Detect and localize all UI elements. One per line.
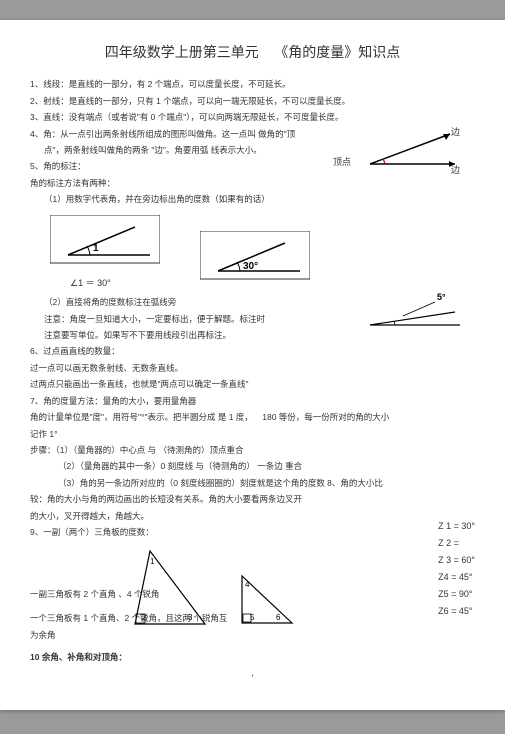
line-10: 10 余角、补角和对顶角： xyxy=(30,650,475,664)
line-6: 6、过点画直线的数量： xyxy=(30,344,475,358)
line-5c: （1）用数字代表角，并在旁边标出角的度数（如果有的话） xyxy=(44,192,475,206)
page-title: 四年级数学上册第三单元 《角的度量》知识点 xyxy=(30,40,475,65)
angle-svg xyxy=(355,124,465,179)
svg-text:1: 1 xyxy=(150,557,155,566)
line-7d: 记作 1° xyxy=(30,427,475,441)
angle-box-1: 1 ∠1 ＝ 30° xyxy=(50,215,160,291)
line-3: 3、直线：没有端点（或者说"有 0 个端点"），可以向两端无限延长，不可度量长度… xyxy=(30,110,475,124)
triangle-2: 4 5 6 xyxy=(230,571,300,631)
steps-3: （3）角的另一条边所对应的（0 刻度线圈圈的）刻度就是这个角的度数 8、角的大小… xyxy=(58,476,475,490)
document-page: 四年级数学上册第三单元 《角的度量》知识点 1、线段：是直线的一部分，有 2 个… xyxy=(0,20,505,710)
side-label-2: 边 xyxy=(451,162,460,178)
small-angle-figure: 5° xyxy=(365,290,465,335)
page-mark: ' xyxy=(30,670,475,686)
vertex-angle-figure: 边 边 顶点 xyxy=(355,124,465,184)
line-9: 9、一副（两个）三角板的度数： xyxy=(30,525,475,539)
line-2: 2、射线：是直线的一部分，只有 1 个端点，可以向一端无限延长，不可以度量长度。 xyxy=(30,94,475,108)
title-sub: 《角的度量》知识点 xyxy=(274,44,400,60)
side-label-1: 边 xyxy=(451,124,460,140)
title-main: 四年级数学上册第三单元 xyxy=(105,44,259,60)
z5: Z5 = 90° xyxy=(438,586,475,603)
steps-1: 步骤：（1）（量角器的）中心点 与 （待测角的）顶点重合 xyxy=(30,443,475,457)
steps-2: （2）（量角器的其中一条）0 刻度线 与（待测角的） 一条边 重合 xyxy=(58,459,475,473)
steps-5: 的大小，叉开得越大，角越大。 xyxy=(30,509,475,523)
z2: Z 2 = xyxy=(438,535,475,552)
svg-text:1: 1 xyxy=(93,243,99,254)
angle-figures-row: 1 ∠1 ＝ 30° 30° xyxy=(50,215,475,291)
angle-values-list: Z 1 = 30° Z 2 = Z 3 = 60° Z4 = 45° Z5 = … xyxy=(438,518,475,621)
svg-text:5: 5 xyxy=(250,613,255,622)
z1: Z 1 = 30° xyxy=(438,518,475,535)
svg-text:4: 4 xyxy=(245,580,250,589)
line-7b: 角的计量单位是"度"，用符号"°"表示。把半圆分成 是 1 度， 180 等份，… xyxy=(30,410,475,424)
z4: Z4 = 45° xyxy=(438,569,475,586)
svg-text:5°: 5° xyxy=(437,292,446,302)
z3: Z 3 = 60° xyxy=(438,552,475,569)
steps-4: 较：角的大小与角的两边画出的长短没有关系。角的大小要看两条边叉开 xyxy=(30,492,475,506)
line-6b: 过一点可以画无数条射线、无数条直线。 xyxy=(30,361,475,375)
angle30-text: 30° xyxy=(243,261,258,272)
line-6c: 过两点只能画出一条直线，也就是"两点可以确定一条直线" xyxy=(30,377,475,391)
z6: Z6 = 45° xyxy=(438,603,475,620)
line-7: 7、角的度量方法：量角的大小，要用量角器 xyxy=(30,394,475,408)
line-1: 1、线段：是直线的一部分，有 2 个端点，可以度量长度，不可延长。 xyxy=(30,77,475,91)
angle1-label: ∠1 ＝ 30° xyxy=(70,275,160,291)
angle-box-2: 30° xyxy=(200,231,310,291)
svg-text:6: 6 xyxy=(276,613,281,622)
vertex-label: 顶点 xyxy=(333,154,351,170)
